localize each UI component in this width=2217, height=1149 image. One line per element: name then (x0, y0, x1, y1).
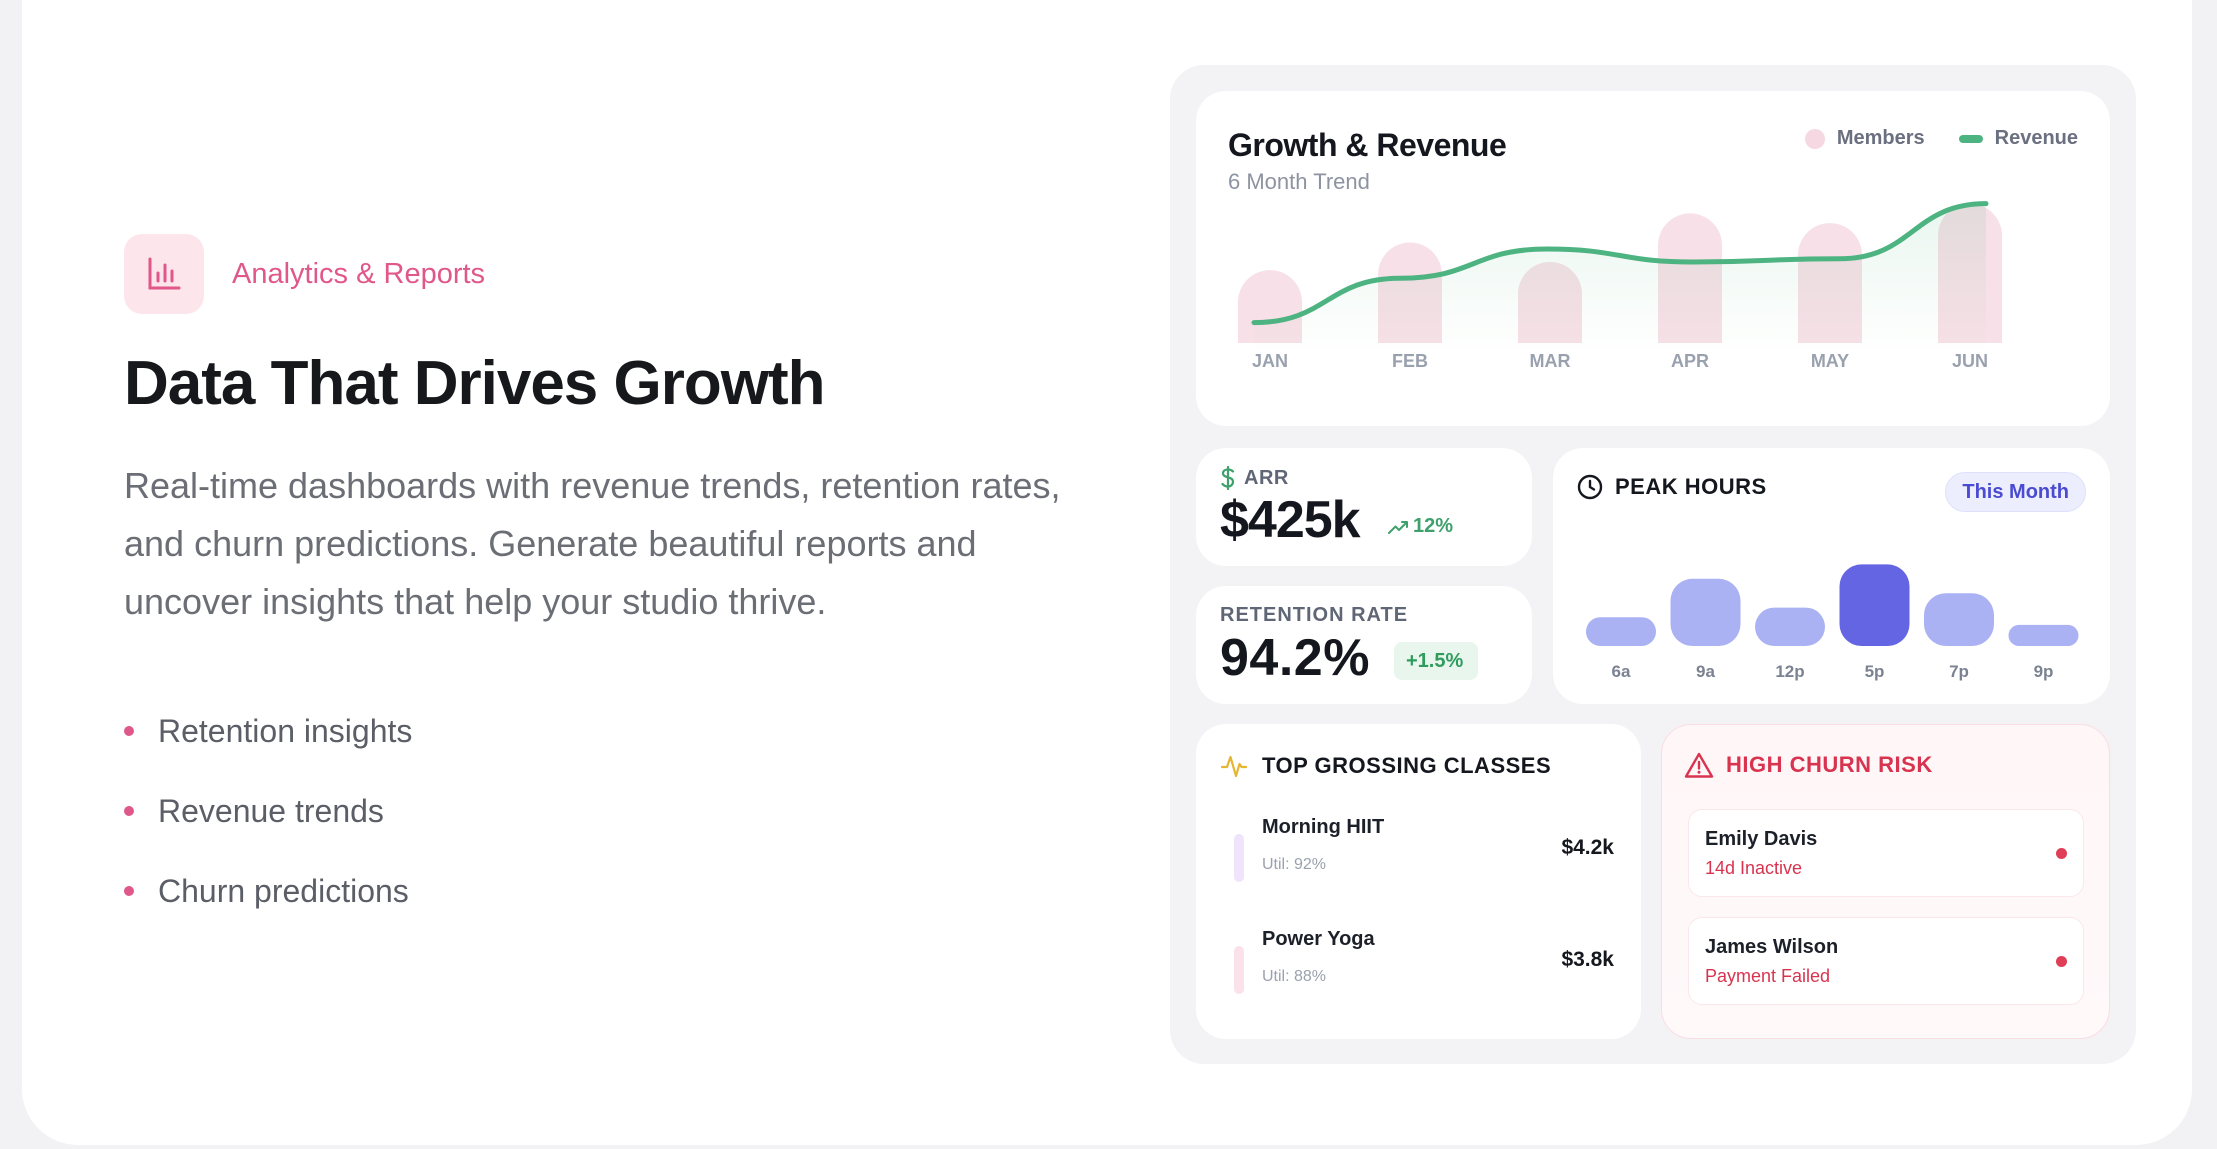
growth-title: Growth & Revenue (1228, 127, 1507, 163)
table-row[interactable]: Power Yoga Util: 88% $3.8k (1234, 928, 1614, 998)
revenue-line (1251, 201, 1989, 326)
top-grossing-title: TOP GROSSING CLASSES (1220, 752, 1551, 780)
revenue-area (1254, 203, 1986, 355)
member-status: Payment Failed (1705, 966, 1831, 986)
growth-chart: JAN FEB MAR APR MAY JUN (1238, 201, 2002, 371)
trending-up-icon (1388, 520, 1408, 534)
warning-icon (1684, 752, 1714, 778)
list-item: Churn predictions (124, 851, 1084, 931)
x-axis-label: 6a (1612, 662, 1631, 681)
x-axis-label: JUN (1952, 351, 1988, 371)
top-grossing-card: TOP GROSSING CLASSES Morning HIIT Util: … (1196, 724, 1641, 1039)
dollar-icon (1221, 466, 1235, 490)
page-title: Data That Drives Growth (124, 349, 825, 418)
class-amount: $3.8k (1561, 948, 1614, 971)
retention-label: RETENTION RATE (1220, 604, 1409, 626)
growth-revenue-card: JAN FEB MAR APR MAY JUN Growth & Revenue 6 Mo… (1196, 91, 2110, 426)
revenue-legend-icon (1958, 134, 1983, 143)
x-axis-label: APR (1671, 351, 1709, 371)
peak-hours-chart: 6a 9a 12p 5p 7p 9p (1586, 564, 2079, 681)
peak-bar (1586, 617, 1656, 646)
peak-bar (1755, 607, 1825, 646)
list-item[interactable]: Emily Davis 14d Inactive (1688, 809, 2084, 897)
members-legend-icon (1804, 128, 1825, 149)
class-color-marker (1234, 946, 1244, 994)
class-util: Util: 92% (1262, 856, 1327, 873)
class-name: Morning HIIT (1262, 816, 1385, 838)
arr-change: 12% (1388, 515, 1453, 538)
member-status: 14d Inactive (1705, 858, 1803, 878)
feature-list: Retention insights Revenue trends Churn … (124, 691, 1084, 931)
description: Real-time dashboards with revenue trends… (124, 465, 1061, 622)
growth-subtitle: 6 Month Trend (1228, 169, 1370, 194)
class-util: Util: 88% (1262, 968, 1327, 985)
risk-indicator (2056, 848, 2067, 859)
churn-risk-title: HIGH CHURN RISK (1684, 751, 1933, 779)
arr-label: ARR (1220, 466, 1289, 490)
arr-card: ARR $425k 12% (1196, 448, 1532, 566)
x-axis-label: 7p (1949, 662, 1969, 681)
bullet-icon (124, 886, 134, 896)
x-axis-label: FEB (1392, 351, 1428, 371)
x-axis-label: 9a (1696, 662, 1715, 681)
list-item: Retention insights (124, 691, 1084, 771)
dashboard-preview: JAN FEB MAR APR MAY JUN Growth & Revenue 6 Mo… (1170, 65, 2136, 1064)
class-amount: $4.2k (1561, 836, 1614, 859)
peak-bar (2008, 624, 2079, 646)
churn-risk-card: HIGH CHURN RISK Emily Davis 14d Inactive… (1661, 724, 2110, 1039)
x-axis-label: JAN (1252, 351, 1288, 371)
peak-hours-title: PEAK HOURS (1577, 474, 1767, 500)
chart-legend: Members Revenue (1804, 127, 2078, 150)
class-color-marker (1234, 834, 1244, 882)
legend-members: Members (1836, 127, 1925, 149)
peak-hours-card: 6a 9a 12p 5p 7p 9p PEAK HOURS This Month (1553, 448, 2110, 704)
peak-bar (1924, 593, 1994, 646)
x-axis-label: 12p (1775, 662, 1804, 681)
table-row[interactable]: Morning HIIT Util: 92% $4.2k (1234, 816, 1614, 886)
hero-section: Analytics & Reports Data That Drives Gro… (124, 234, 1084, 931)
peak-bar (1839, 564, 1910, 646)
bullet-icon (124, 806, 134, 816)
x-axis-label: 9p (2034, 662, 2054, 681)
period-selector[interactable]: This Month (1945, 472, 2086, 512)
x-axis-label: MAY (1811, 351, 1849, 371)
list-item[interactable]: James Wilson Payment Failed (1688, 917, 2084, 1005)
x-axis-label: MAR (1530, 351, 1571, 371)
list-item: Revenue trends (124, 771, 1084, 851)
activity-icon (1220, 755, 1248, 778)
clock-icon (1577, 474, 1603, 500)
retention-change: +1.5% (1394, 642, 1478, 680)
arr-value: $425k (1220, 491, 1361, 549)
legend-revenue: Revenue (1994, 127, 2078, 149)
x-axis-label: 5p (1865, 662, 1885, 681)
member-name: Emily Davis (1705, 828, 1818, 850)
retention-value: 94.2% (1220, 629, 1370, 687)
risk-indicator (2056, 956, 2067, 967)
feature-card: Analytics & Reports Data That Drives Gro… (22, 0, 2192, 1145)
peak-bar (1670, 578, 1741, 646)
retention-card: RETENTION RATE 94.2% +1.5% (1196, 586, 1532, 704)
section-badge: Analytics & Reports (124, 234, 1084, 314)
bullet-icon (124, 726, 134, 736)
bar-chart-icon (124, 234, 204, 314)
member-name: James Wilson (1705, 936, 1839, 958)
class-name: Power Yoga (1262, 928, 1375, 950)
section-badge-label: Analytics & Reports (232, 257, 486, 290)
